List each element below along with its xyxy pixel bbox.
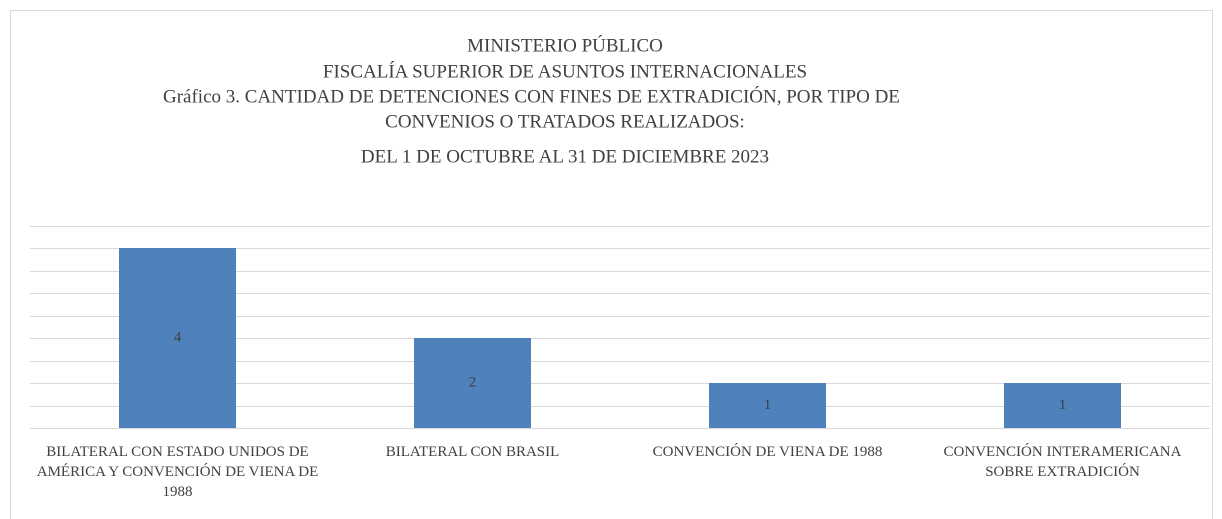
x-tick-label: CONVENCIÓN INTERAMERICANA SOBRE EXTRADICI…: [944, 443, 1182, 480]
x-tick-label: BILATERAL CON ESTADO UNIDOS DE AMÉRICA Y …: [37, 444, 319, 500]
chart-title: FISCALÍA SUPERIOR DE ASUNTOS INTERNACION…: [323, 60, 807, 82]
bar: [119, 248, 236, 428]
data-label: 1: [1059, 397, 1067, 413]
data-label: 4: [174, 329, 182, 345]
chart-title: MINISTERIO PÚBLICO: [467, 34, 663, 56]
bar: [709, 383, 826, 428]
chart-title: Gráfico 3. CANTIDAD DE DETENCIONES CON F…: [163, 85, 900, 107]
chart-title: CONVENIOS O TRATADOS REALIZADOS:: [385, 111, 745, 132]
x-tick-label: BILATERAL CON BRASIL: [386, 444, 560, 460]
bar: [1004, 383, 1121, 428]
data-label: 2: [469, 374, 477, 390]
data-label: 1: [764, 397, 772, 413]
x-tick-label: CONVENCIÓN DE VIENA DE 1988: [653, 443, 883, 460]
bar: [414, 338, 531, 428]
chart-title: DEL 1 DE OCTUBRE AL 31 DE DICIEMBRE 2023: [361, 146, 769, 167]
